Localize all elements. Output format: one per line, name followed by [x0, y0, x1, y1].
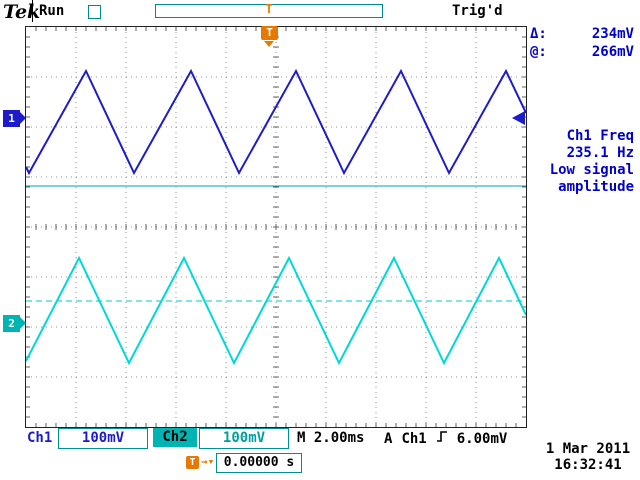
cursor-at-readout: @: 266mV	[530, 44, 634, 60]
ch2-scale-readout: 100mV	[199, 428, 289, 449]
rising-edge-icon	[436, 429, 448, 448]
trigger-prefix: A	[384, 430, 393, 447]
record-view-bar: T	[155, 2, 383, 18]
time-text: 16:32:41	[554, 457, 622, 473]
measurement-source: Ch1 Freq	[566, 128, 634, 144]
acquisition-state: Run	[39, 3, 65, 19]
trigger-status: Trig'd	[452, 3, 503, 19]
timebase-readout: M 2.00ms	[297, 430, 365, 446]
cursor-at-value: 266mV	[591, 44, 634, 60]
ch2-position-arrow-icon	[20, 317, 26, 329]
trigger-level-arrow-icon	[512, 111, 525, 125]
ch1-position-marker: 1	[3, 110, 20, 127]
measurement-readout: Ch1 Freq 235.1 Hz Low signal amplitude	[524, 128, 638, 196]
graticule	[25, 26, 527, 428]
cursor-delta-readout: Δ: 234mV	[530, 26, 634, 42]
horizontal-trigger-icon: T	[186, 456, 199, 469]
ch2-label: Ch2	[153, 428, 197, 447]
ch1-waveform	[26, 68, 526, 176]
horizontal-position-readout: 0.00000 s	[216, 453, 302, 473]
cursor-at-label: @:	[530, 44, 547, 60]
trigger-level-value: 6.00mV	[456, 430, 508, 447]
trigger-source: Ch1	[401, 430, 427, 447]
tek-logo: Tek	[3, 1, 41, 23]
logo-divider	[32, 0, 33, 22]
date-text: 1 Mar 2011	[545, 441, 631, 457]
measurement-value: 235.1 Hz	[566, 145, 634, 161]
record-trigger-icon: T	[265, 2, 273, 16]
ch2-position-marker: 2	[3, 315, 20, 332]
ch1-position-arrow-icon	[20, 112, 26, 124]
horizontal-position-arrow-icon: →▾	[201, 455, 215, 468]
ch1-scale-readout: 100mV	[58, 428, 148, 449]
ch1-label: Ch1	[27, 430, 53, 446]
waveform-display	[26, 27, 526, 427]
cursor-delta-label: Δ:	[530, 26, 547, 42]
trigger-position-arrow-icon	[264, 41, 274, 47]
trigger-position-marker-icon: T	[261, 26, 278, 40]
acquisition-icon	[88, 5, 101, 19]
measurement-warning-line1: Low signal	[549, 162, 634, 178]
datetime-readout: 1 Mar 2011 16:32:41	[538, 441, 638, 473]
trigger-readout: A Ch1 6.00mV	[384, 429, 507, 448]
measurement-warning-line2: amplitude	[558, 179, 634, 195]
cursor-delta-value: 234mV	[591, 26, 634, 42]
ch2-waveform	[26, 255, 526, 366]
